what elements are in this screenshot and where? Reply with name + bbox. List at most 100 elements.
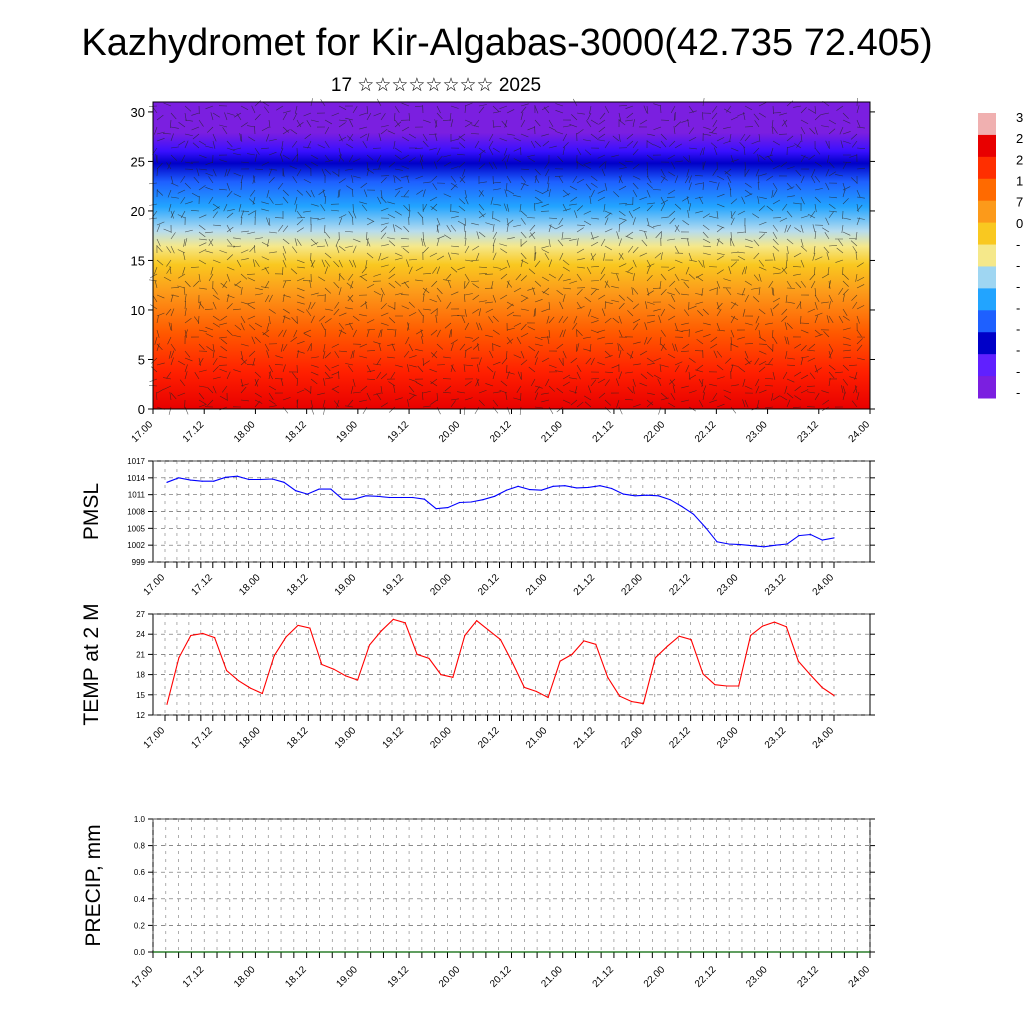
wind-barb <box>632 273 635 282</box>
wind-barb <box>169 266 172 275</box>
wind-barb <box>513 322 522 327</box>
wind-barb <box>681 329 690 332</box>
wind-barb <box>324 231 331 239</box>
wind-barb <box>296 122 304 128</box>
wind-barb <box>416 189 424 195</box>
wind-barb <box>754 120 760 128</box>
wind-barb <box>786 399 791 408</box>
wind-barb <box>807 308 816 313</box>
wind-barb <box>403 205 410 212</box>
wind-barb <box>558 217 564 225</box>
wind-barb <box>282 343 288 352</box>
wind-barb <box>632 119 635 128</box>
wind-barb <box>520 146 522 156</box>
wind-barb <box>587 385 592 394</box>
wind-barb <box>254 371 262 378</box>
wind-barb <box>170 322 173 331</box>
wind-barb <box>672 343 676 352</box>
wind-barb <box>233 153 242 156</box>
wind-barb <box>652 287 662 289</box>
wind-barb <box>420 329 424 338</box>
wind-barb <box>219 159 228 163</box>
wind-barb <box>744 357 751 365</box>
wind-barb <box>786 135 794 142</box>
wind-barb <box>744 350 749 359</box>
x-tick-label: 17.00 <box>142 725 168 751</box>
wind-barb <box>346 185 354 191</box>
wind-barb <box>492 391 501 394</box>
wind-barb <box>170 350 175 359</box>
wind-barb <box>723 126 732 129</box>
wind-barb <box>821 125 830 128</box>
wind-barb <box>415 279 424 282</box>
wind-barb <box>268 196 274 204</box>
wind-barb <box>338 329 343 338</box>
x-tick-label: 23.12 <box>763 572 789 598</box>
wind-barb <box>646 202 655 205</box>
wind-barb <box>433 161 438 170</box>
wind-barb <box>793 252 802 258</box>
wind-barb <box>807 213 816 219</box>
wind-barb <box>250 189 256 197</box>
wind-barb <box>548 406 554 415</box>
wind-barb <box>304 163 312 170</box>
wind-barb <box>360 276 368 282</box>
wind-barb <box>478 190 484 198</box>
wind-barb <box>784 322 788 331</box>
wind-barb <box>421 238 424 247</box>
x-tick-label: 19.00 <box>333 725 359 751</box>
wind-barb <box>856 196 865 199</box>
wind-barb <box>478 213 486 219</box>
wind-barb <box>254 147 260 155</box>
wind-barb <box>198 399 207 405</box>
wind-barb <box>659 336 662 345</box>
data-point <box>704 526 706 528</box>
wind-barb <box>548 224 552 233</box>
wind-barb <box>450 184 457 191</box>
wind-barb <box>558 357 564 366</box>
wind-barb <box>839 126 844 135</box>
wind-barb <box>604 217 609 226</box>
wind-barb <box>559 329 564 338</box>
wind-barb <box>471 280 480 282</box>
wind-barb <box>478 357 482 366</box>
wind-barb <box>670 393 676 401</box>
wind-barb <box>702 245 711 248</box>
wind-barb <box>254 100 261 107</box>
wind-barb <box>359 133 368 139</box>
wind-barb <box>758 259 765 267</box>
wind-barb <box>713 147 718 156</box>
wind-barb <box>632 175 641 180</box>
wind-barb <box>660 288 667 296</box>
wind-barb <box>443 154 452 158</box>
wind-barb <box>781 267 788 275</box>
wind-barb <box>296 341 305 345</box>
wind-barb <box>296 287 305 292</box>
wind-barb <box>233 283 242 289</box>
wind-barb <box>547 336 550 345</box>
wind-barb <box>234 324 242 331</box>
wind-barb <box>366 220 375 226</box>
wind-barb <box>401 280 410 285</box>
wind-barb <box>730 315 739 321</box>
data-point <box>447 506 449 509</box>
wind-barb <box>772 105 774 115</box>
wind-barb <box>378 343 382 352</box>
x-tick-label: 21.12 <box>591 419 617 445</box>
wind-barb <box>758 112 766 118</box>
wind-barb <box>422 238 426 247</box>
wind-barb <box>226 224 232 233</box>
wind-barb <box>828 119 837 125</box>
wind-barb <box>632 148 639 156</box>
wind-barb <box>289 165 298 170</box>
wind-barb <box>450 398 459 401</box>
wind-barb <box>362 406 368 415</box>
wind-barb <box>772 336 778 344</box>
colorbar-swatch <box>978 244 996 267</box>
wind-barb <box>464 336 473 339</box>
wind-barb <box>388 273 396 280</box>
data-point <box>297 624 299 627</box>
wind-barb <box>702 133 711 136</box>
wind-barb <box>489 350 494 359</box>
wind-barb <box>556 343 564 350</box>
